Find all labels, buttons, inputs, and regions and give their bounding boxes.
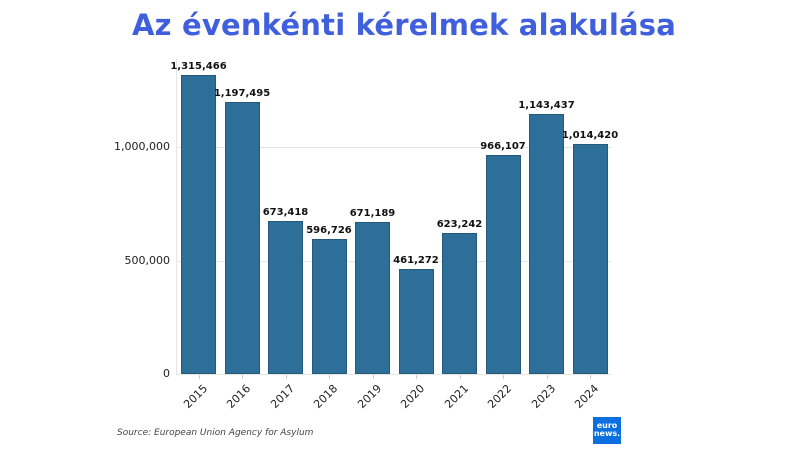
- logo-line-2: news.: [593, 429, 621, 438]
- x-tick: [416, 375, 417, 379]
- logo-line-1: euro: [596, 421, 618, 430]
- value-label: 623,242: [436, 218, 483, 230]
- x-tick-label: 2023: [528, 382, 558, 411]
- x-tick-label: 2019: [354, 382, 384, 411]
- x-tick: [546, 375, 548, 379]
- value-label: 1,143,437: [518, 100, 575, 112]
- bar-2021: [442, 232, 477, 374]
- y-tick-label: 500,000: [124, 254, 171, 267]
- x-tick: [503, 375, 504, 379]
- x-tick-label: 2018: [311, 382, 341, 411]
- x-tick-label: 2016: [224, 382, 254, 411]
- bar-2017: [268, 221, 303, 374]
- x-tick: [459, 375, 461, 379]
- value-label: 1,315,466: [170, 61, 227, 73]
- x-tick: [242, 375, 243, 379]
- bar-2019: [355, 221, 390, 374]
- x-tick: [198, 375, 200, 379]
- bar-2016: [224, 102, 260, 374]
- value-label: 596,726: [306, 224, 352, 236]
- value-label: 673,418: [262, 207, 309, 219]
- y-tick-label: 0: [163, 367, 170, 380]
- chart-title: Az évenkénti kérelmek alakulása: [132, 8, 676, 42]
- value-label: 461,272: [393, 255, 439, 267]
- value-label: 1,014,420: [561, 129, 619, 141]
- value-label: 1,197,495: [213, 88, 271, 100]
- gridline: [176, 147, 612, 148]
- value-label: 966,107: [480, 140, 526, 152]
- gridline: [176, 374, 612, 375]
- bar-2015: [181, 75, 216, 374]
- bar-2023: [529, 114, 564, 374]
- bar-2022: [485, 154, 521, 374]
- x-tick-label: 2021: [441, 382, 471, 411]
- x-tick-label: 2020: [398, 382, 428, 411]
- x-tick-label: 2017: [267, 382, 297, 411]
- bar-2020: [398, 269, 434, 374]
- x-tick: [372, 375, 374, 379]
- x-tick-label: 2015: [180, 382, 210, 411]
- euronews-logo: euro news.: [593, 417, 621, 444]
- x-tick: [329, 375, 330, 379]
- gridline: [176, 261, 612, 262]
- x-tick: [590, 375, 591, 379]
- bar-2024: [572, 143, 608, 374]
- x-tick-label: 2022: [485, 382, 515, 411]
- bar-2018: [311, 238, 347, 374]
- value-label: 671,189: [349, 207, 396, 219]
- x-tick: [285, 375, 287, 379]
- y-axis-line: [176, 58, 177, 374]
- x-tick-label: 2024: [572, 382, 602, 411]
- y-tick-label: 1,000,000: [114, 140, 170, 153]
- source-note: Source: European Union Agency for Asylum: [117, 428, 314, 438]
